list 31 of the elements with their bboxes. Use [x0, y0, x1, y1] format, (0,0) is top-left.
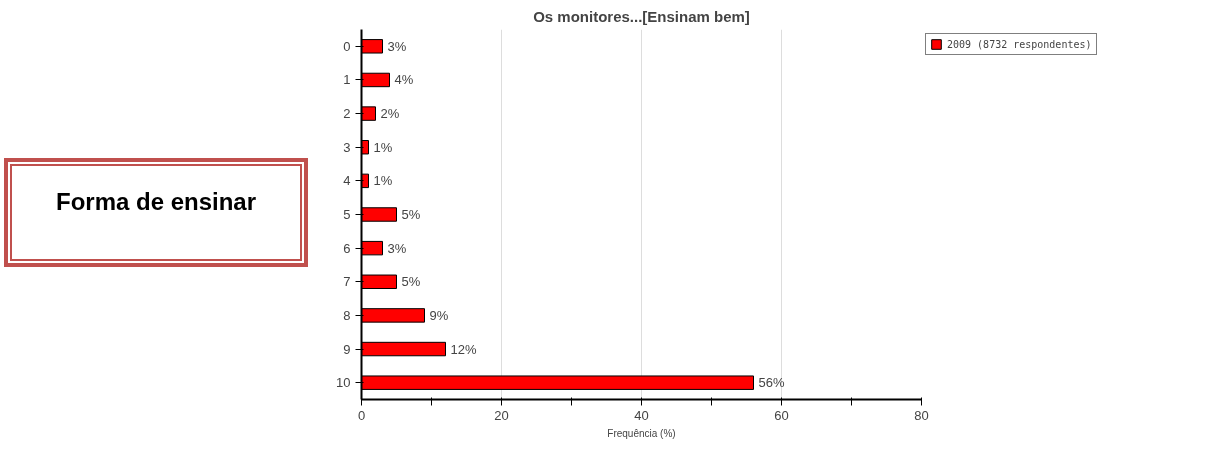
- data-label: 4%: [394, 72, 414, 88]
- y-tick-label: 7: [343, 274, 351, 290]
- data-label: 5%: [401, 274, 421, 290]
- data-label: 3%: [387, 240, 407, 256]
- data-label: 1%: [373, 173, 393, 189]
- y-tick-label: 2: [343, 106, 351, 122]
- x-tick-label: 40: [634, 407, 649, 423]
- y-tick-label: 5: [343, 207, 351, 222]
- data-label: 3%: [387, 38, 407, 54]
- data-label: 9%: [429, 307, 449, 323]
- x-tick-label: 60: [774, 407, 789, 423]
- x-tick-label: 20: [494, 407, 509, 423]
- y-tick-label: 1: [343, 72, 351, 88]
- y-tick-label: 8: [343, 307, 351, 323]
- y-tick-label: 9: [343, 341, 351, 357]
- data-label: 56%: [758, 375, 785, 391]
- y-tick-label: 10: [336, 375, 351, 391]
- y-tick-label: 3: [343, 139, 351, 155]
- y-tick-label: 0: [343, 38, 351, 54]
- y-tick-label: 4: [343, 173, 351, 189]
- data-label: 5%: [401, 207, 421, 222]
- x-tick-label: 80: [914, 407, 929, 423]
- text: Forma de ensinar: [6, 160, 306, 265]
- data-label: 1%: [373, 139, 393, 155]
- data-label: 12%: [450, 341, 477, 357]
- chart-title: Os monitores...[Ensinam bem]: [533, 7, 750, 25]
- x-axis-title: Frequência (%): [607, 427, 676, 439]
- x-tick-label: 0: [357, 407, 366, 423]
- legend-label: 2009 (8732 respondentes): [947, 38, 1092, 50]
- y-tick-label: 6: [343, 240, 351, 256]
- data-label: 2%: [380, 106, 400, 122]
